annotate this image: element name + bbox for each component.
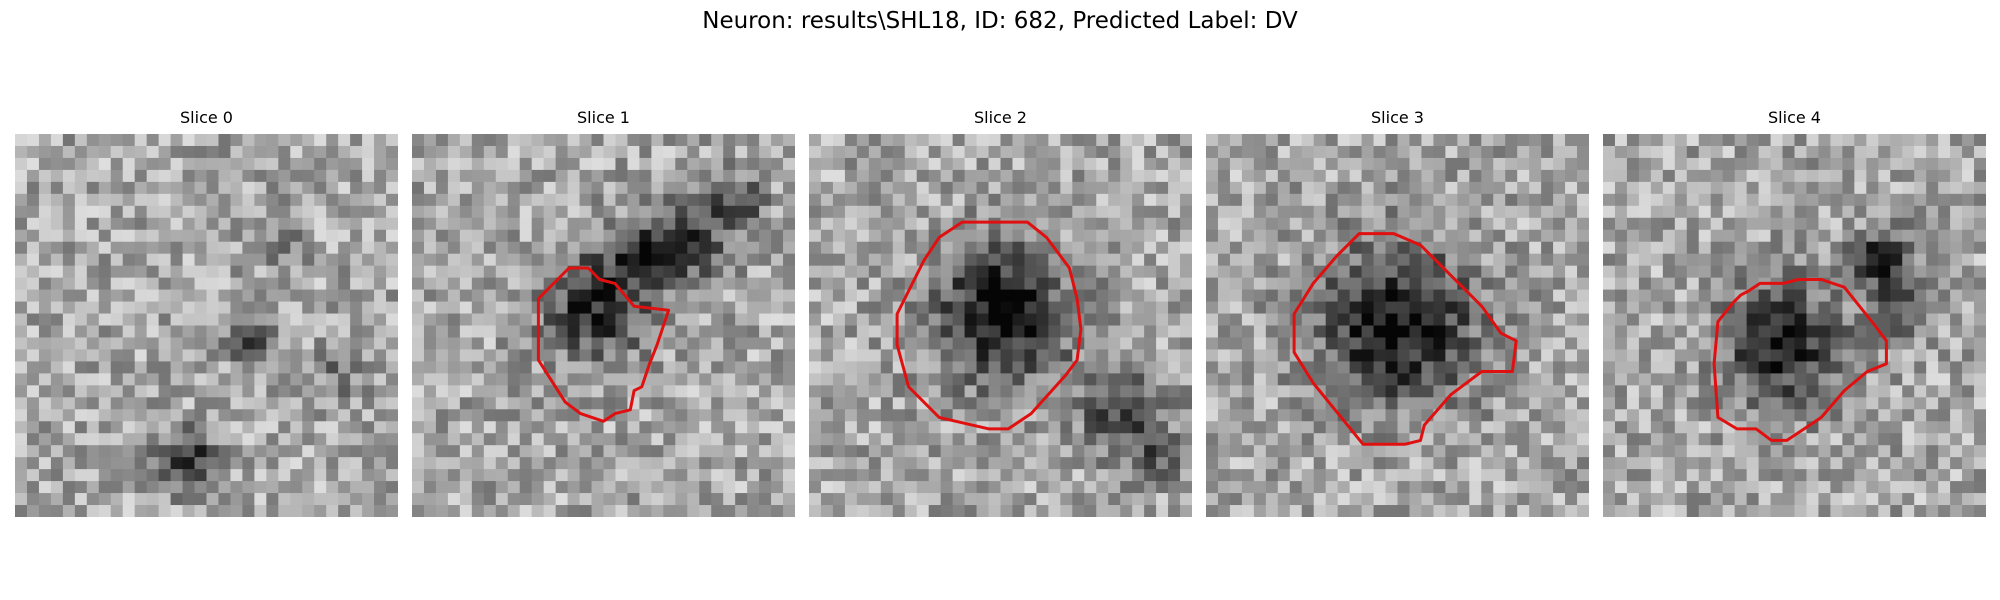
figure-title: Neuron: results\SHL18, ID: 682, Predicte…: [702, 8, 1298, 34]
slice-panel-3: Slice 3: [1206, 108, 1589, 517]
slice-panel-4: Slice 4: [1603, 108, 1986, 517]
segmentation-contour: [1292, 232, 1518, 446]
slice-panel-0: Slice 0: [15, 108, 398, 517]
segmentation-contour: [536, 266, 671, 423]
slice-image-3: [1206, 134, 1589, 517]
slice-title-4: Slice 4: [1768, 108, 1821, 127]
pixel-grid: [809, 134, 1192, 517]
slice-image-0: [15, 134, 398, 517]
segmentation-contour: [1712, 278, 1888, 442]
slice-panel-2: Slice 2: [809, 108, 1192, 517]
pixel-grid: [15, 134, 398, 517]
slice-image-4: [1603, 134, 1986, 517]
pixel-grid: [412, 134, 795, 517]
slice-panel-1: Slice 1: [412, 108, 795, 517]
slice-title-0: Slice 0: [180, 108, 233, 127]
pixel-grid: [1206, 134, 1589, 517]
slice-title-2: Slice 2: [974, 108, 1027, 127]
slice-title-1: Slice 1: [577, 108, 630, 127]
segmentation-contour: [895, 220, 1083, 431]
slice-title-3: Slice 3: [1371, 108, 1424, 127]
slice-image-2: [809, 134, 1192, 517]
pixel-grid: [1603, 134, 1986, 517]
slice-image-1: [412, 134, 795, 517]
